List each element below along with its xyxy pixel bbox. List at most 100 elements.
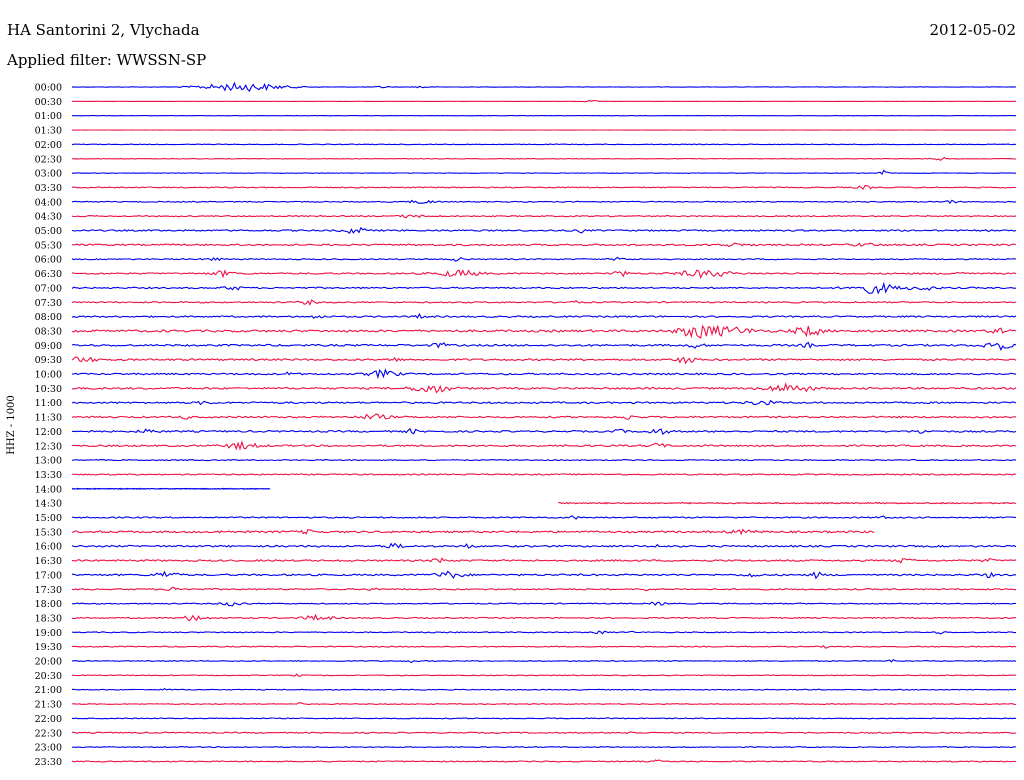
trace-row	[71, 156, 1017, 161]
trace-row	[71, 143, 1017, 146]
trace-row	[71, 515, 1016, 520]
row-time-label: 12:30	[35, 441, 62, 452]
row-time-label: 21:30	[35, 700, 62, 711]
row-time-label: 19:30	[35, 642, 62, 653]
row-time-label: 06:30	[35, 269, 62, 280]
row-time-label: 09:30	[35, 355, 62, 366]
trace-row	[71, 586, 1016, 592]
row-time-label: 04:00	[35, 197, 62, 208]
trace-row	[71, 487, 271, 490]
row-time-label: 11:00	[35, 398, 62, 409]
filter-label: Applied filter: WWSSN-SP	[7, 51, 207, 69]
row-time-label: 01:30	[35, 126, 62, 137]
trace-row	[72, 613, 1017, 622]
trace-row	[71, 399, 1017, 406]
trace-row	[71, 226, 1017, 235]
row-time-label: 07:30	[35, 298, 62, 309]
trace-group	[71, 81, 1017, 763]
row-time-label: 14:00	[35, 484, 62, 495]
trace-row	[558, 501, 1017, 505]
row-time-label: 00:00	[35, 83, 62, 94]
trace-row	[71, 440, 1017, 451]
row-time-label: 06:00	[35, 255, 62, 266]
trace-row	[71, 214, 1017, 219]
row-time-label: 04:30	[35, 212, 62, 223]
row-time-label: 15:00	[35, 513, 62, 524]
row-time-label: 02:30	[35, 154, 62, 165]
trace-row	[72, 570, 1017, 580]
trace-row	[71, 659, 1017, 664]
trace-row	[71, 341, 1017, 351]
row-time-label: 09:00	[35, 341, 62, 352]
trace-row	[71, 169, 1017, 176]
row-time-label: 08:00	[35, 312, 62, 323]
trace-row	[71, 702, 1017, 705]
trace-row	[71, 413, 1017, 420]
row-time-label: 16:30	[35, 556, 62, 567]
row-time-label: 08:30	[35, 326, 62, 337]
trace-row	[71, 281, 1017, 295]
row-time-label: 05:30	[35, 240, 62, 251]
time-label-group: 00:00 00:30 01:00 01:30 02:00 02:30 03:00 03:30…	[35, 83, 62, 768]
trace-row	[72, 99, 1017, 103]
row-time-label: 01:00	[35, 111, 62, 122]
trace-row	[71, 324, 1017, 339]
trace-row	[71, 299, 1017, 306]
trace-row	[71, 601, 1017, 607]
row-time-label: 15:30	[35, 527, 62, 538]
trace-row	[71, 242, 1017, 248]
trace-row	[71, 356, 1017, 365]
trace-row	[71, 717, 1017, 720]
trace-row	[71, 542, 1017, 549]
trace-row	[72, 731, 1017, 735]
row-time-label: 02:00	[35, 140, 62, 151]
row-time-label: 14:30	[35, 499, 62, 510]
row-time-label: 21:00	[35, 685, 62, 696]
row-time-label: 03:30	[35, 183, 62, 194]
trace-row	[71, 557, 1017, 564]
row-time-label: 20:30	[35, 671, 62, 682]
trace-row	[71, 528, 875, 536]
row-time-label: 17:00	[35, 570, 62, 581]
row-time-label: 17:30	[35, 585, 62, 596]
row-time-label: 23:00	[35, 743, 62, 754]
row-time-label: 22:30	[35, 728, 62, 739]
row-time-label: 10:00	[35, 370, 62, 381]
row-time-label: 16:00	[35, 542, 62, 553]
row-time-label: 12:00	[35, 427, 62, 438]
trace-row	[71, 81, 1017, 93]
row-time-label: 20:00	[35, 657, 62, 668]
trace-row	[71, 473, 1017, 476]
trace-row	[71, 644, 1017, 649]
row-time-label: 00:30	[35, 97, 62, 108]
trace-row	[72, 382, 1017, 394]
date-label: 2012-05-02	[929, 21, 1016, 39]
trace-row	[71, 185, 1016, 190]
trace-row	[71, 312, 1017, 319]
trace-row	[71, 458, 1017, 462]
row-time-label: 23:30	[35, 757, 62, 768]
trace-row	[71, 427, 1017, 436]
row-time-label: 13:00	[35, 456, 62, 467]
row-time-label: 19:00	[35, 628, 62, 639]
row-time-label: 13:30	[35, 470, 62, 481]
trace-row	[71, 199, 1017, 205]
row-time-label: 07:00	[35, 283, 62, 294]
trace-row	[71, 630, 1016, 635]
trace-row	[71, 687, 1017, 691]
trace-row	[71, 673, 1017, 677]
trace-row	[71, 269, 1017, 280]
station-title: HA Santorini 2, Vlychada	[7, 21, 200, 39]
row-time-label: 18:30	[35, 613, 62, 624]
row-time-label: 03:00	[35, 169, 62, 180]
row-time-label: 11:30	[35, 413, 62, 424]
row-time-label: 22:00	[35, 714, 62, 725]
trace-row	[71, 759, 1017, 763]
row-time-label: 10:30	[35, 384, 62, 395]
trace-row	[71, 256, 1017, 262]
trace-row	[71, 368, 1017, 380]
row-time-label: 18:00	[35, 599, 62, 610]
row-time-label: 05:00	[35, 226, 62, 237]
trace-row	[71, 746, 1017, 749]
